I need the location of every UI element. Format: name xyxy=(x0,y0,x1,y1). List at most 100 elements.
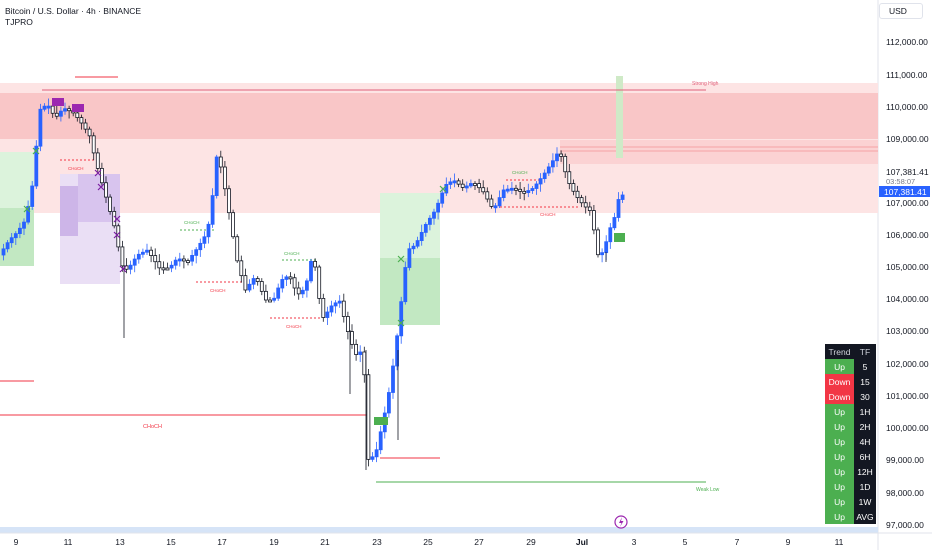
last-price-label: 107,381.41 xyxy=(886,167,929,177)
candle-body xyxy=(505,188,510,192)
candle-body xyxy=(530,188,535,191)
candle-body xyxy=(321,297,326,318)
candle-body xyxy=(255,278,260,282)
candle-body xyxy=(243,275,248,291)
candle-body xyxy=(95,152,100,169)
candle-body xyxy=(288,276,293,280)
trend-cell: Down xyxy=(825,374,854,389)
candle-body xyxy=(587,206,592,211)
signal-markers xyxy=(23,98,625,425)
candlesticks xyxy=(1,98,625,470)
currency-button[interactable]: USD xyxy=(879,3,923,19)
buy-marker-2 xyxy=(614,233,625,242)
tf-cell: 4H xyxy=(854,434,876,449)
supply-zone-recent xyxy=(560,140,878,164)
candle-body xyxy=(473,183,477,186)
candle-body xyxy=(161,267,166,271)
cross-marker-green-3 xyxy=(439,185,447,193)
candle-body xyxy=(333,302,338,307)
candle-body xyxy=(79,117,84,124)
candle-body xyxy=(108,196,112,212)
choch-label-low: CHoCH xyxy=(143,424,162,430)
tf-cell: 2H xyxy=(854,419,876,434)
candle-body xyxy=(358,351,363,355)
candle-body xyxy=(177,258,182,262)
candle-body xyxy=(165,267,170,271)
candle-body xyxy=(391,365,395,393)
candle-body xyxy=(235,236,240,262)
candle-body xyxy=(251,278,256,285)
demand-zone-spike xyxy=(616,76,623,158)
candle-body xyxy=(555,153,559,162)
candle-body xyxy=(485,191,490,200)
candle-body xyxy=(608,227,613,243)
candle-body xyxy=(538,178,543,185)
price-label-105000: 105,000.00 xyxy=(886,262,929,272)
trend-cell: Up xyxy=(825,404,854,419)
candle-body xyxy=(268,299,272,303)
indicator-name[interactable]: TJPRO xyxy=(5,17,33,27)
candle-body xyxy=(592,210,596,231)
cross-marker-purple-3 xyxy=(113,215,121,223)
candle-body xyxy=(362,351,367,376)
choch-label-7: CHoCH xyxy=(540,212,556,217)
price-label-112000: 112,000.00 xyxy=(886,37,928,47)
candle-body xyxy=(354,343,359,355)
candle-body xyxy=(514,187,518,191)
choch-label-5: CHoCH xyxy=(284,251,300,256)
candle-body xyxy=(63,108,67,112)
time-label-7: 7 xyxy=(735,537,740,547)
candle-body xyxy=(284,276,289,280)
candle-body xyxy=(145,249,149,253)
cross-marker-purple-5 xyxy=(119,265,127,273)
tf-cell: 5 xyxy=(854,359,876,374)
tf-cell: 1D xyxy=(854,479,876,494)
demand-zone-mid-inner xyxy=(380,258,440,325)
time-label-11: 11 xyxy=(64,537,73,547)
time-label-jul: Jul xyxy=(576,537,588,547)
price-label-102000: 102,000.00 xyxy=(886,359,929,369)
cross-marker-green-4 xyxy=(397,319,405,327)
candle-body xyxy=(157,261,162,269)
price-label-97000: 97,000.00 xyxy=(886,520,924,530)
tf-cell: 6H xyxy=(854,449,876,464)
candle-body xyxy=(132,258,137,266)
candle-body xyxy=(493,205,498,209)
tf-cell: AVG xyxy=(854,509,876,524)
candle-body xyxy=(395,335,400,367)
trend-cell: Up xyxy=(825,509,854,524)
price-label-101000: 101,000.00 xyxy=(886,391,929,401)
price-label-99000: 99,000.00 xyxy=(886,455,924,465)
candle-body xyxy=(227,188,231,214)
time-label-3: 3 xyxy=(632,537,637,547)
candle-body xyxy=(509,187,514,191)
price-label-110000: 110,000.00 xyxy=(886,102,928,112)
symbol-title[interactable]: Bitcoin / U.S. Dollar · 4h · BINANCE xyxy=(5,6,142,16)
order-block-purple-1 xyxy=(60,186,78,236)
candle-body xyxy=(30,185,35,207)
candle-body xyxy=(526,190,531,194)
candle-body xyxy=(386,392,391,414)
candle-body xyxy=(444,184,449,194)
candle-body xyxy=(75,112,80,118)
candle-body xyxy=(231,212,236,238)
candle-body xyxy=(210,195,215,225)
candle-body xyxy=(464,185,469,189)
candle-body xyxy=(427,217,432,225)
candle-body xyxy=(239,260,244,277)
candle-body xyxy=(481,187,486,193)
time-label-17: 17 xyxy=(217,537,227,547)
candle-body xyxy=(91,135,96,154)
candle-body xyxy=(104,182,108,198)
candle-body xyxy=(313,260,318,268)
candle-body xyxy=(452,180,457,184)
candle-body xyxy=(415,240,420,247)
choch-label-2: CHoCH xyxy=(184,220,200,225)
candle-body xyxy=(583,202,588,208)
lightning-icon[interactable] xyxy=(614,515,628,529)
candle-body xyxy=(87,128,92,137)
time-label-23: 23 xyxy=(372,537,382,547)
candle-body xyxy=(604,241,609,254)
candle-body xyxy=(575,190,580,199)
